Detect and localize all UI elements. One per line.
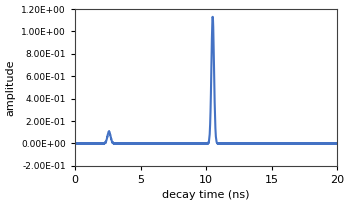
X-axis label: decay time (ns): decay time (ns) [162,190,250,200]
Y-axis label: amplitude: amplitude [6,59,15,116]
